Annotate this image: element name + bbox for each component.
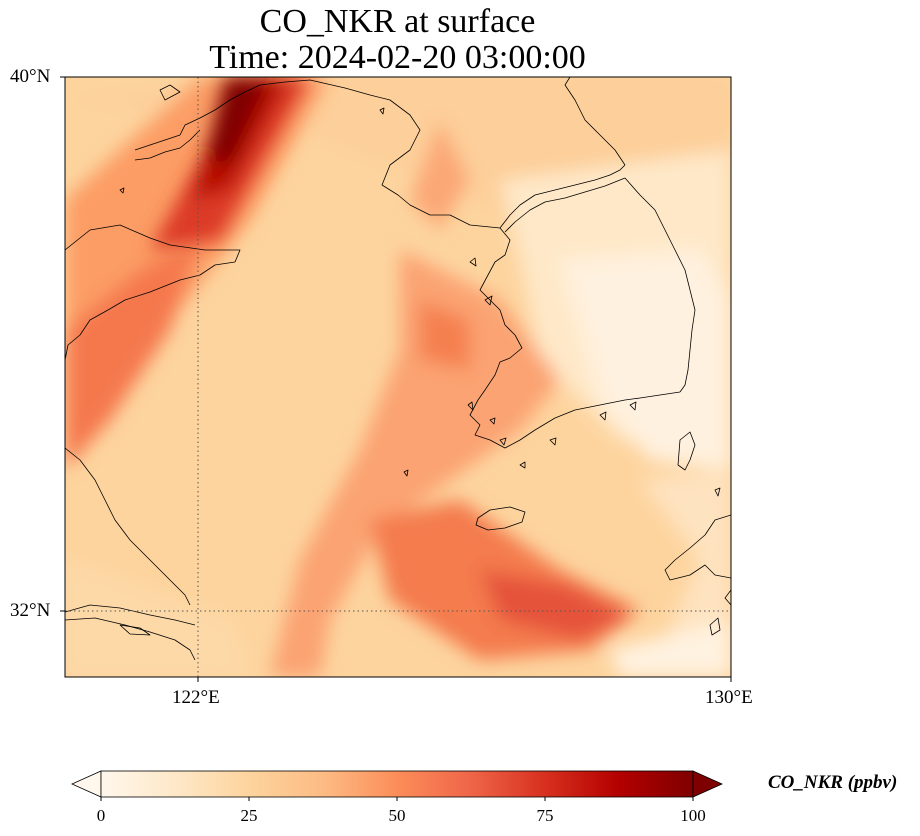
colorbar-extend-min xyxy=(71,770,102,798)
colorbar-extend-max xyxy=(692,770,723,798)
colorbar-tick-label: 100 xyxy=(680,806,706,825)
lon-label-122: 122°E xyxy=(172,687,220,708)
gridlines xyxy=(65,77,731,677)
concentration-field xyxy=(65,77,731,677)
coastlines xyxy=(65,77,731,661)
lat-label-40: 40°N xyxy=(10,66,51,87)
map-title: CO_NKR at surface xyxy=(259,3,536,40)
lon-label-130: 130°E xyxy=(705,687,753,708)
colorbar xyxy=(71,770,723,801)
colorbar-bar xyxy=(100,770,694,798)
map-frame xyxy=(64,76,732,678)
axis-ticks xyxy=(60,76,732,682)
colorbar-tick-label: 75 xyxy=(536,806,554,825)
map-time-subtitle: Time: 2024-02-20 03:00:00 xyxy=(209,39,586,76)
colorbar-tick-label: 50 xyxy=(388,806,406,825)
colorbar-tick-label: 0 xyxy=(96,806,106,825)
lat-label-32: 32°N xyxy=(10,600,51,621)
colorbar-tick-label: 25 xyxy=(240,806,258,825)
colorbar-label: CO_NKR (ppbv) xyxy=(768,772,898,793)
